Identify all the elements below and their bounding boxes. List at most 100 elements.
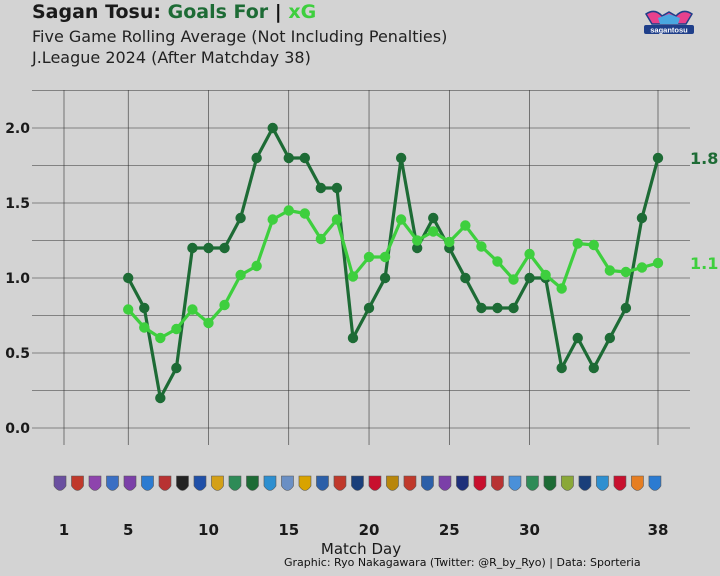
opponent-badge-icon	[421, 475, 434, 491]
series-line-xg	[127, 208, 659, 340]
data-point-goals-for	[460, 272, 471, 284]
data-point-goals-for	[299, 152, 311, 164]
opponent-badge-icon	[473, 475, 487, 491]
title-xg: xG	[288, 1, 317, 23]
opponent-badge-icon	[263, 475, 277, 491]
data-point-xg	[283, 205, 294, 216]
data-point-goals-for	[331, 182, 343, 194]
data-point-xg	[347, 271, 359, 282]
opponent-badge-icon	[438, 475, 452, 491]
data-point-xg	[139, 322, 150, 333]
data-point-xg	[219, 299, 230, 311]
data-point-xg	[588, 239, 599, 251]
data-point-xg	[187, 304, 198, 315]
y-tick-label: 0.0	[5, 421, 30, 437]
data-point-goals-for	[636, 212, 648, 224]
end-label-goals-for: 1.8	[690, 149, 718, 168]
x-tick-label: 15	[278, 521, 299, 539]
data-point-xg	[331, 214, 343, 225]
opponent-badge-icon	[508, 475, 522, 491]
data-point-goals-for	[203, 242, 214, 254]
opponent-badge-icon	[456, 475, 469, 491]
data-point-xg	[540, 269, 551, 281]
opponent-badge-icon	[368, 475, 382, 491]
data-point-goals-for	[572, 332, 583, 344]
opponent-badge-icon	[596, 475, 609, 491]
club-logo-text: sagantosu	[650, 26, 688, 35]
data-point-xg	[379, 251, 391, 263]
data-point-xg	[411, 235, 423, 246]
data-point-xg	[636, 262, 648, 273]
y-tick-label: 2.0	[5, 121, 30, 137]
x-tick-label: 10	[198, 521, 219, 539]
data-point-goals-for	[428, 212, 439, 224]
data-point-goals-for	[604, 332, 616, 344]
opponent-badge-icon	[543, 475, 557, 491]
data-point-goals-for	[476, 302, 487, 314]
opponent-badge-icon	[526, 475, 539, 491]
data-point-xg	[508, 274, 519, 285]
data-point-xg	[251, 260, 262, 272]
data-point-goals-for	[251, 152, 262, 164]
chart-subtitle-2: J.League 2024 (After Matchday 38)	[32, 48, 311, 67]
chart-subtitle-1: Five Game Rolling Average (Not Including…	[32, 27, 448, 46]
end-label-xg: 1.1	[690, 254, 718, 273]
club-logo: sagantosu	[644, 10, 694, 35]
x-tick-label: 1	[59, 521, 69, 539]
opponent-badge-icon	[211, 475, 224, 491]
data-point-xg	[123, 304, 134, 315]
data-point-goals-for	[283, 152, 294, 164]
chart-title: Sagan Tosu: Goals For | xG	[32, 1, 316, 23]
data-point-xg	[492, 256, 503, 267]
opponent-badge-icon	[158, 475, 172, 491]
data-point-goals-for	[267, 122, 278, 134]
data-point-xg	[428, 226, 439, 237]
data-point-goals-for	[556, 362, 567, 374]
opponent-badge-icon	[176, 475, 189, 491]
data-point-xg	[476, 241, 487, 252]
data-point-goals-for	[492, 302, 503, 314]
data-point-goals-for	[347, 332, 359, 344]
opponent-badge-icon	[281, 475, 294, 491]
data-point-xg	[267, 214, 278, 225]
opponent-badge-icon	[71, 475, 84, 491]
series-line-goals-for	[126, 126, 660, 400]
opponent-badge-icon	[123, 475, 137, 491]
opponent-badge-icon	[53, 475, 67, 491]
credit-line: Graphic: Ryo Nakagawara (Twitter: @R_by_…	[284, 556, 641, 569]
data-point-xg	[363, 251, 375, 263]
opponent-badge-icon	[228, 475, 242, 491]
data-point-xg	[556, 283, 567, 294]
data-point-xg	[460, 220, 471, 231]
opponent-badge-icon	[246, 475, 259, 491]
data-point-goals-for	[588, 362, 599, 374]
data-point-goals-for	[123, 272, 134, 284]
opponent-badge-icon	[193, 475, 207, 491]
data-point-goals-for	[155, 392, 166, 404]
opponent-badge-icon	[631, 475, 644, 491]
x-tick-label: 20	[359, 521, 380, 539]
opponent-badge-icon	[316, 475, 329, 491]
y-tick-label: 1.0	[5, 271, 30, 287]
data-point-xg	[652, 257, 664, 269]
data-point-goals-for	[219, 242, 230, 254]
title-goals-for: Goals For	[167, 1, 269, 23]
opponent-badge-icon	[648, 475, 662, 491]
opponent-badge-icon	[141, 475, 154, 491]
x-tick-label: 5	[123, 521, 133, 539]
opponent-badge-icon	[561, 475, 574, 491]
data-point-goals-for	[411, 242, 423, 254]
data-point-goals-for	[508, 302, 519, 314]
data-point-xg	[444, 236, 455, 248]
data-point-goals-for	[363, 302, 375, 314]
data-point-xg	[620, 266, 632, 278]
data-point-goals-for	[524, 272, 535, 284]
data-point-goals-for	[652, 152, 664, 164]
data-point-goals-for	[171, 362, 182, 374]
y-tick-label: 0.5	[5, 346, 30, 362]
data-point-goals-for	[315, 182, 327, 194]
opponent-badge-icon	[106, 475, 119, 491]
x-tick-label: 25	[439, 521, 460, 539]
data-point-xg	[395, 214, 407, 225]
